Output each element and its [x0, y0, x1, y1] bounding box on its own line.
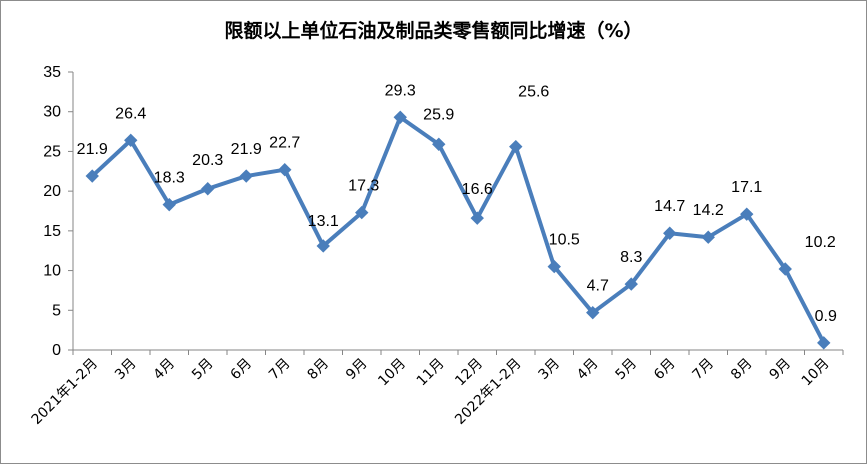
- data-point-marker: [201, 182, 215, 196]
- data-label: 18.3: [154, 170, 185, 187]
- data-label: 29.3: [385, 82, 416, 99]
- data-label: 21.9: [231, 141, 262, 158]
- x-tick-label: 9月: [343, 356, 371, 384]
- data-label: 10.2: [805, 234, 836, 251]
- x-tick-label: 12月: [452, 356, 486, 390]
- x-tick-label: 11月: [414, 356, 448, 390]
- x-tick-label: 8月: [728, 356, 756, 384]
- x-tick-label: 10月: [799, 356, 833, 390]
- x-tick-label: 2021年1-2月: [29, 356, 101, 428]
- data-point-marker: [393, 110, 407, 124]
- data-point-marker: [817, 336, 831, 350]
- y-tick-label: 0: [52, 342, 61, 359]
- data-point-marker: [586, 305, 600, 320]
- y-tick-label: 35: [43, 64, 61, 81]
- x-tick-label: 4月: [151, 356, 179, 384]
- data-label: 21.9: [77, 141, 108, 158]
- data-label: 25.6: [518, 84, 549, 101]
- data-label: 17.1: [731, 179, 762, 196]
- x-tick-label: 9月: [767, 356, 795, 384]
- data-point-marker: [316, 239, 330, 253]
- data-label: 13.1: [308, 213, 339, 230]
- y-tick-label: 20: [43, 183, 61, 200]
- data-point-marker: [278, 162, 292, 177]
- data-point-marker: [509, 139, 523, 154]
- data-point-marker: [624, 277, 638, 291]
- x-tick-label: 3月: [536, 356, 564, 384]
- x-tick-label: 3月: [112, 356, 140, 384]
- x-tick-label: 5月: [189, 356, 217, 384]
- data-point-marker: [85, 169, 99, 183]
- x-tick-label: 7月: [266, 356, 294, 384]
- y-tick-label: 10: [43, 263, 61, 280]
- data-point-marker: [547, 259, 561, 274]
- data-point-marker: [663, 226, 677, 240]
- data-point-marker: [124, 133, 138, 148]
- data-label: 10.5: [549, 232, 580, 249]
- data-label: 26.4: [115, 105, 146, 122]
- x-tick-label: 8月: [305, 356, 333, 384]
- x-tick-label: 6月: [651, 356, 679, 384]
- data-label: 22.7: [269, 135, 300, 152]
- x-tick-label: 6月: [228, 356, 256, 384]
- data-label: 20.3: [192, 152, 223, 169]
- data-label: 8.3: [620, 249, 642, 266]
- data-label: 16.6: [462, 181, 493, 198]
- x-tick-label: 10月: [375, 356, 409, 390]
- data-point-marker: [432, 137, 446, 151]
- data-point-marker: [355, 205, 369, 220]
- data-point-marker: [701, 230, 715, 244]
- data-label: 17.3: [348, 178, 379, 195]
- data-label: 14.2: [693, 202, 724, 219]
- y-tick-label: 15: [43, 223, 61, 240]
- data-label: 0.9: [815, 308, 837, 325]
- data-label: 25.9: [423, 106, 454, 123]
- x-tick-label: 5月: [613, 356, 641, 384]
- x-tick-label: 4月: [574, 356, 602, 384]
- chart-title: 限额以上单位石油及制品类零售额同比增速（%）: [224, 20, 643, 42]
- y-tick-label: 5: [52, 302, 61, 319]
- data-point-marker: [162, 197, 176, 212]
- data-label: 14.7: [654, 198, 685, 215]
- data-point-marker: [778, 262, 792, 276]
- data-point-marker: [470, 211, 484, 225]
- data-point-marker: [740, 207, 754, 221]
- data-point-marker: [239, 169, 253, 183]
- y-tick-label: 25: [43, 143, 61, 160]
- x-tick-label: 7月: [690, 356, 718, 384]
- series-line: [90, 115, 826, 345]
- y-tick-label: 30: [43, 104, 61, 121]
- data-label: 4.7: [587, 278, 609, 295]
